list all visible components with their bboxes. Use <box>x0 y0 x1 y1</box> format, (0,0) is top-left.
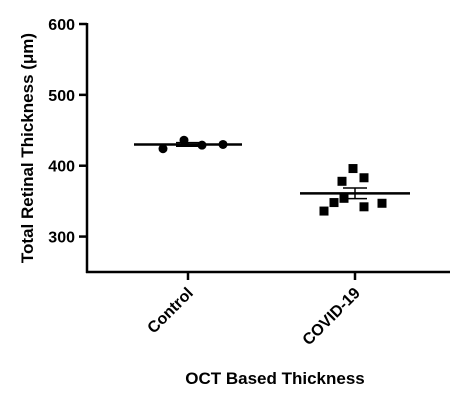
y-tick-label: 400 <box>48 159 75 176</box>
series-control <box>134 135 242 154</box>
data-marks <box>134 135 410 216</box>
data-point <box>218 139 228 149</box>
data-point <box>359 173 369 183</box>
y-tick-label: 300 <box>48 230 75 247</box>
data-point <box>158 144 168 154</box>
data-point <box>337 176 347 186</box>
x-tick-label: COVID-19 <box>300 285 364 349</box>
y-tick-label: 500 <box>48 88 75 105</box>
axes: 300 400 500 600 Control COVID-19 <box>48 17 450 349</box>
data-point <box>319 206 329 216</box>
series-covid-19 <box>300 164 410 216</box>
x-axis-title: OCT Based Thickness <box>185 369 365 388</box>
data-point <box>329 198 339 208</box>
x-tick-label: Control <box>145 285 197 337</box>
data-point <box>339 193 349 203</box>
y-axis-title: Total Retinal Thickness (μm) <box>18 33 37 263</box>
data-point <box>197 140 207 150</box>
data-point <box>179 135 189 145</box>
data-point <box>359 202 369 212</box>
data-point <box>377 198 387 208</box>
data-point <box>348 164 358 174</box>
y-tick-label: 600 <box>48 17 75 34</box>
